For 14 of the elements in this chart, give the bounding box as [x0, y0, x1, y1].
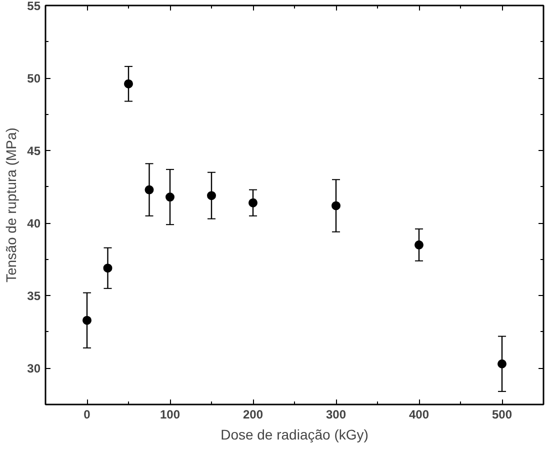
y-axis-title: Tensão de ruptura (MPa): [3, 128, 20, 282]
y-tick-label: 45: [27, 144, 41, 158]
x-tick-label: 400: [408, 408, 430, 422]
y-tick-label: 50: [27, 72, 41, 86]
x-tick-label: 300: [326, 408, 346, 422]
y-tick-label: 35: [27, 289, 41, 304]
x-tick-label: 0: [84, 408, 91, 422]
y-tick-label: 55: [27, 0, 41, 13]
x-axis-title: Dose de radiação (kGy): [220, 426, 368, 442]
x-tick-label: 100: [160, 408, 180, 422]
x-tick-label: 500: [492, 408, 512, 422]
y-tick-label: 30: [27, 362, 41, 376]
y-tick-label: 40: [27, 216, 41, 231]
x-tick-label: 200: [242, 408, 264, 422]
